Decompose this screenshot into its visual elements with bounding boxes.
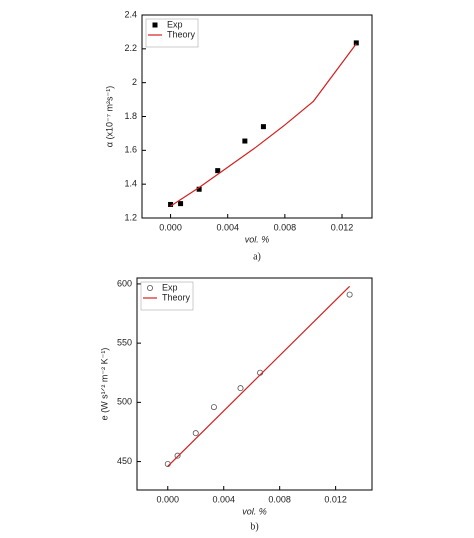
theory-line — [167, 285, 351, 467]
data-point — [215, 168, 221, 174]
x-tick-label: 0.008 — [268, 494, 291, 504]
data-point — [260, 124, 266, 130]
data-point — [178, 201, 184, 207]
theory-line — [170, 43, 357, 207]
y-axis-label: α (x10⁻⁷ m²s⁻¹) — [104, 86, 114, 147]
legend-label: Theory — [162, 292, 191, 302]
data-point — [353, 40, 359, 46]
legend-box — [140, 281, 194, 311]
data-point — [168, 201, 174, 207]
plot-frame — [141, 14, 373, 219]
y-tick-label: 600 — [117, 278, 132, 288]
data-point — [196, 186, 202, 192]
x-tick-label: 0.008 — [274, 222, 297, 232]
y-tick-label: 2.2 — [124, 43, 137, 53]
data-point — [237, 385, 244, 392]
legend-label: Exp — [162, 282, 178, 292]
plot-frame — [136, 277, 373, 491]
x-tick-label: 0.012 — [331, 222, 354, 232]
x-tick-label: 0.000 — [157, 494, 180, 504]
caption: a) — [253, 251, 261, 262]
y-tick-label: 1.6 — [124, 145, 137, 155]
y-tick-label: 2.4 — [124, 9, 137, 19]
x-tick-label: 0.004 — [212, 494, 235, 504]
legend-swatch — [152, 22, 158, 28]
y-tick-label: 2 — [132, 77, 137, 87]
legend-label: Exp — [167, 19, 183, 29]
x-axis-label: vol. % — [242, 506, 267, 516]
data-point — [242, 138, 248, 144]
data-point — [174, 452, 181, 459]
y-tick-label: 1.8 — [124, 111, 137, 121]
legend-label: Theory — [167, 29, 196, 39]
x-tick-label: 0.004 — [216, 222, 239, 232]
y-tick-label: 500 — [117, 397, 132, 407]
x-axis-label: vol. % — [245, 234, 270, 244]
x-tick-label: 0.000 — [159, 222, 182, 232]
y-tick-label: 550 — [117, 338, 132, 348]
x-tick-label: 0.012 — [324, 494, 347, 504]
data-point — [346, 291, 353, 298]
legend-swatch — [146, 284, 153, 291]
legend-box — [145, 18, 199, 48]
y-tick-label: 450 — [117, 456, 132, 466]
y-tick-label: 1.2 — [124, 212, 137, 222]
data-point — [192, 430, 199, 437]
caption: b) — [250, 521, 258, 532]
data-point — [210, 404, 217, 411]
y-tick-label: 1.4 — [124, 179, 137, 189]
y-axis-label: e (W s¹ᐟ² m⁻² K⁻¹) — [99, 348, 109, 421]
